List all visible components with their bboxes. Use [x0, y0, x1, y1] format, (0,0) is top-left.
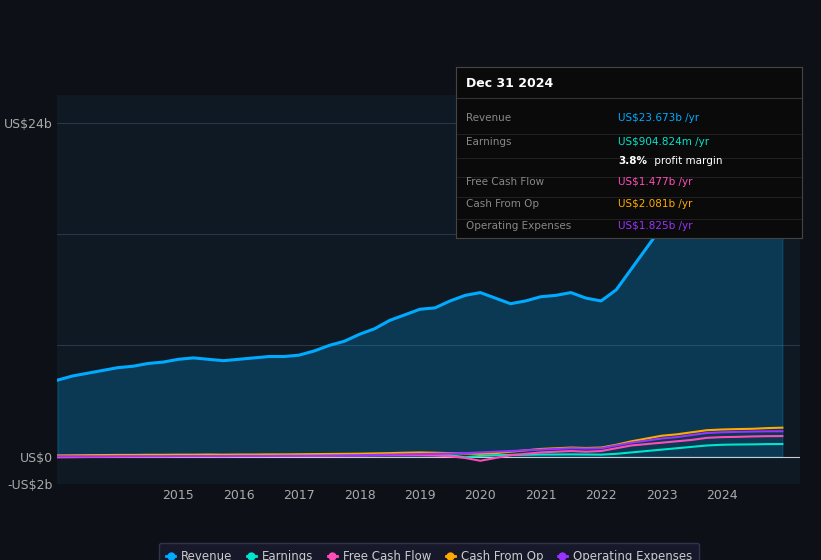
Text: Dec 31 2024: Dec 31 2024 — [466, 77, 553, 91]
Text: US$23.673b /yr: US$23.673b /yr — [618, 114, 699, 123]
Text: US$1.825b /yr: US$1.825b /yr — [618, 221, 693, 231]
Text: Earnings: Earnings — [466, 137, 511, 147]
Text: US$2.081b /yr: US$2.081b /yr — [618, 199, 693, 209]
Legend: Revenue, Earnings, Free Cash Flow, Cash From Op, Operating Expenses: Revenue, Earnings, Free Cash Flow, Cash … — [158, 543, 699, 560]
Text: US$1.477b /yr: US$1.477b /yr — [618, 176, 693, 186]
Text: 3.8%: 3.8% — [618, 156, 648, 166]
Text: Operating Expenses: Operating Expenses — [466, 221, 571, 231]
Text: US$904.824m /yr: US$904.824m /yr — [618, 137, 709, 147]
Text: Free Cash Flow: Free Cash Flow — [466, 176, 544, 186]
Text: Revenue: Revenue — [466, 114, 511, 123]
Text: profit margin: profit margin — [651, 156, 723, 166]
Text: Cash From Op: Cash From Op — [466, 199, 539, 209]
